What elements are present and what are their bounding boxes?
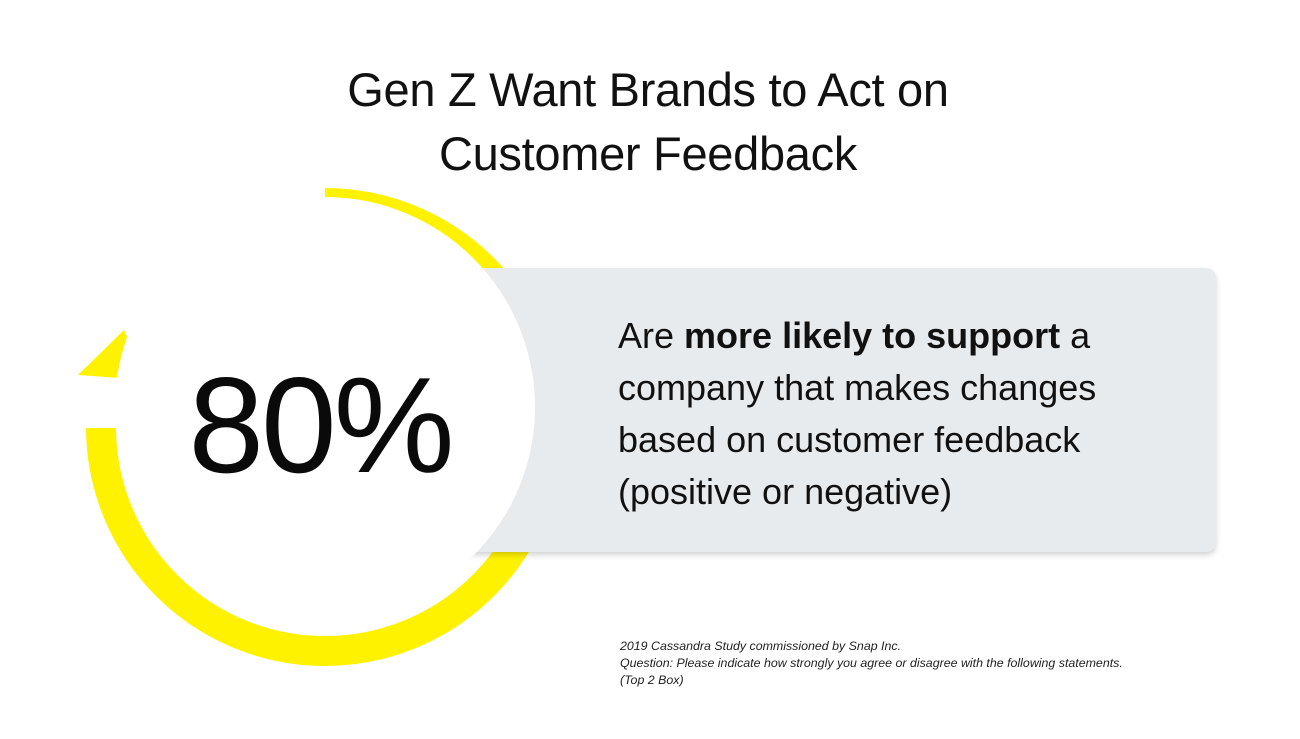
stat-circle <box>115 197 535 617</box>
footnote-note: (Top 2 Box) <box>620 673 684 687</box>
statement-text: Are more likely to support a company tha… <box>618 310 1198 518</box>
title-line-2: Customer Feedback <box>438 127 858 180</box>
statement-prefix: Are <box>618 315 685 356</box>
stat-value: 80% <box>188 349 454 501</box>
footnote-question: Question: Please indicate how strongly y… <box>620 656 1123 670</box>
page-title: Gen Z Want Brands to Act on Customer Fee… <box>0 58 1296 186</box>
footnote-source: 2019 Cassandra Study commissioned by Sna… <box>620 639 902 653</box>
statement-card <box>440 268 1216 552</box>
footnote: 2019 Cassandra Study commissioned by Sna… <box>620 638 1280 689</box>
statement-emphasis: more likely to support <box>684 315 1061 356</box>
statement-suffix: a company that makes changes based on cu… <box>618 315 1097 512</box>
title-line-1: Gen Z Want Brands to Act on <box>347 63 949 116</box>
